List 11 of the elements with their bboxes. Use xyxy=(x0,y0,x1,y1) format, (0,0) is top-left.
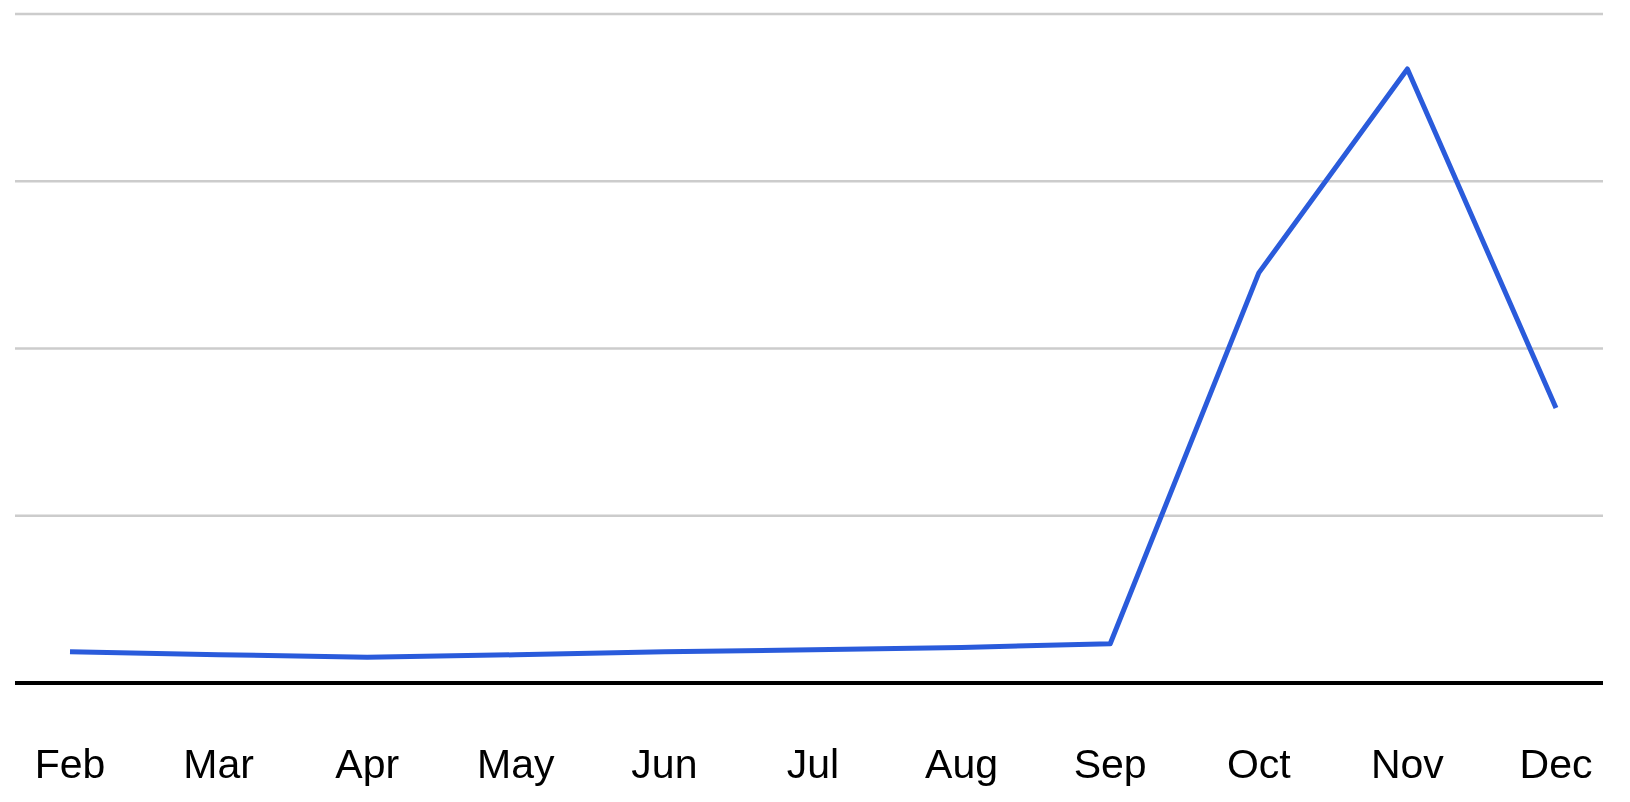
x-tick-label: Dec xyxy=(1519,741,1593,787)
x-tick-label: Feb xyxy=(34,741,106,787)
x-tick-label: Sep xyxy=(1073,741,1147,787)
x-tick-label: Apr xyxy=(335,741,400,787)
x-tick-label: Mar xyxy=(183,741,254,787)
x-tick-label: May xyxy=(477,741,556,787)
x-tick-label: Jul xyxy=(786,741,840,787)
x-tick-label: Nov xyxy=(1370,741,1445,787)
x-tick-label: Aug xyxy=(925,741,999,787)
x-tick-label: Jun xyxy=(631,741,698,787)
x-tick-label: Oct xyxy=(1226,741,1292,787)
